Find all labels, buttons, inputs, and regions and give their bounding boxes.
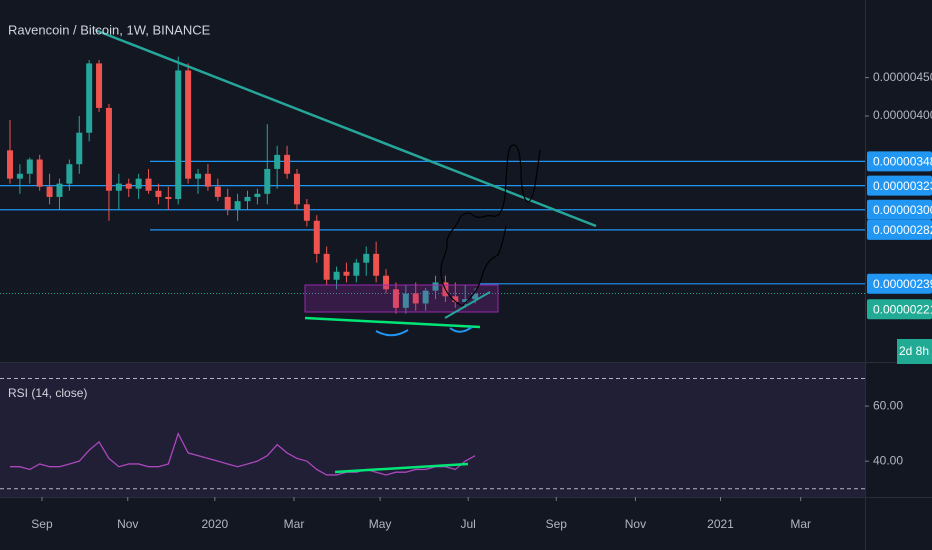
chart-title: Ravencoin / Bitcoin, 1W, BINANCE [8, 22, 211, 37]
x-tick-label: Nov [625, 517, 646, 531]
price-tag-label: 0.00000282 [873, 223, 932, 237]
candle-body [115, 183, 122, 191]
price-tag [867, 199, 932, 220]
candle-body [264, 168, 271, 194]
x-tick-label: 2021 [707, 517, 734, 531]
candle-body [462, 299, 469, 303]
price-tag [867, 299, 932, 320]
candle-body [86, 63, 93, 133]
candle-body [36, 159, 43, 187]
candle-body [472, 293, 479, 300]
candle-body [284, 154, 291, 174]
x-tick-label: May [369, 517, 392, 531]
candle-body [373, 253, 380, 276]
rsi-divergence-line [334, 462, 469, 474]
drawings [94, 28, 597, 474]
candle-body [412, 293, 419, 304]
candle-body [145, 178, 152, 191]
countdown: 2d 8h [899, 344, 929, 358]
y-tick-label: 0.00000450 [873, 70, 932, 84]
price-tag-label: 0.00000300 [873, 203, 932, 217]
price-tag-label: 0.00000348 [873, 155, 932, 169]
candle-body [452, 296, 459, 303]
candle-body [224, 196, 231, 210]
rsi-line [9, 431, 476, 476]
candle-body [402, 293, 409, 308]
rising-line [444, 291, 491, 319]
candle-body [274, 154, 281, 169]
price-tags: 0.00000348 0.00000323 0.00000300 0.00000282… [867, 151, 932, 364]
price-tag [867, 219, 932, 240]
x-tick-label: Sep [31, 517, 53, 531]
candle-body [422, 290, 429, 304]
trend-line [94, 28, 597, 228]
y-tick-label: 40.00 [873, 453, 903, 467]
price-tag [867, 175, 932, 196]
candle-body [175, 70, 182, 200]
x-tick-label: Mar [284, 517, 305, 531]
candle-body [244, 196, 251, 202]
candle-body [26, 159, 33, 174]
rsi-background [0, 363, 865, 497]
candle-body [105, 107, 112, 191]
candle-body [313, 220, 320, 254]
candle-body [383, 275, 390, 290]
candle-body [392, 289, 399, 308]
x-tick-label: 2020 [201, 517, 228, 531]
price-tag [867, 151, 932, 172]
x-tick-label: Sep [546, 517, 568, 531]
candle-body [353, 262, 360, 276]
x-tick-label: Mar [790, 517, 811, 531]
candle-body [234, 201, 241, 210]
x-tick-label: Nov [117, 517, 138, 531]
price-tag [867, 273, 932, 294]
x-tick-label: Jul [461, 517, 476, 531]
candle-body [323, 253, 330, 280]
y-tick-label: 60.00 [873, 398, 903, 412]
candle-body [293, 173, 300, 205]
price-tag-label: 0.00000221 [873, 302, 932, 316]
candle-body [303, 204, 310, 221]
candle-body [56, 183, 63, 197]
candle-body [66, 164, 73, 184]
support-line [304, 316, 481, 329]
marks: 0.00000450 0.00000400 Sep Nov 2020 Mar May Jul S… [0, 56, 932, 531]
candle-body [6, 150, 13, 179]
range-box [304, 284, 499, 313]
projection-sketch [440, 144, 541, 307]
candle-body [96, 63, 103, 108]
candle-body [155, 190, 162, 197]
candle-body [214, 186, 221, 197]
candle-body [165, 196, 172, 200]
candle-body [125, 183, 132, 189]
candle-body [16, 173, 23, 179]
candle-body [343, 271, 350, 276]
candle-body [76, 132, 83, 165]
candle-body [204, 173, 211, 187]
curve-marks [375, 326, 473, 337]
candle-body [185, 70, 192, 179]
countdown-tag [897, 339, 932, 364]
rsi-title: RSI (14, close) [8, 386, 87, 400]
candle-body [135, 178, 142, 189]
price-tag-label: 0.00000239 [873, 277, 932, 291]
candle-body [333, 271, 340, 280]
candle-body [363, 253, 370, 263]
candle-body [254, 193, 261, 197]
candle-body [432, 282, 439, 291]
candle-body [195, 173, 202, 179]
price-tag-label: 0.00000323 [873, 179, 932, 193]
y-tick-label: 0.00000400 [873, 108, 932, 122]
candle-body [46, 186, 53, 197]
